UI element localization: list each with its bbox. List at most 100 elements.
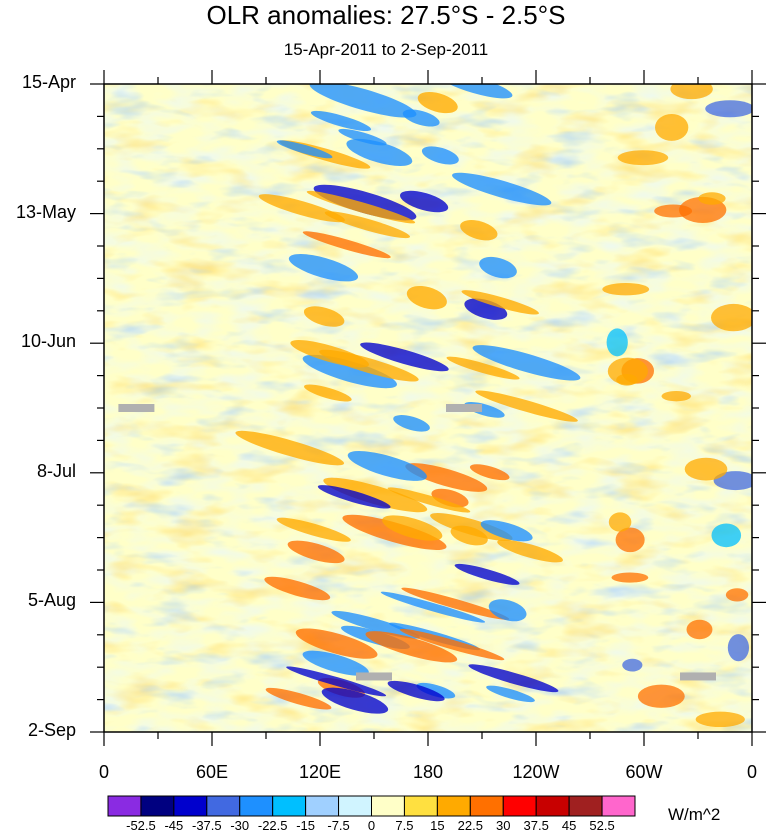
anomaly-streak xyxy=(417,92,458,114)
y-tick-label: 2-Sep xyxy=(27,720,76,740)
x-tick-label: 0 xyxy=(98,762,109,782)
colorbar-swatch xyxy=(436,795,471,817)
anomaly-streak xyxy=(347,451,427,481)
anomaly-streak xyxy=(309,84,417,118)
colorbar-swatch xyxy=(601,795,636,817)
colorbar-swatch xyxy=(535,795,570,817)
y-tick-label: 10-Jun xyxy=(20,331,76,352)
anomaly-streak xyxy=(387,487,471,513)
anomaly-patch xyxy=(698,192,726,205)
anomaly-streak xyxy=(469,464,510,481)
anomaly-streak xyxy=(331,610,420,639)
anomaly-streak xyxy=(360,342,449,372)
anomaly-streak xyxy=(475,390,578,422)
colorbar-level-label: 45 xyxy=(561,818,577,833)
anomaly-streak xyxy=(321,687,389,714)
anomaly-streak xyxy=(323,477,428,513)
anomaly-patch xyxy=(611,572,649,583)
anomaly-patch xyxy=(637,684,685,708)
colorbar-swatch xyxy=(305,795,340,817)
anomaly-streak xyxy=(287,540,345,564)
anomaly-streak xyxy=(416,682,456,699)
anomaly-streak xyxy=(468,664,559,693)
anomaly-streak xyxy=(380,591,486,623)
y-tick-label: 13-May xyxy=(15,201,76,222)
anomaly-streak xyxy=(276,517,351,542)
y-tick-label: 15-Apr xyxy=(21,72,76,92)
colorbar-swatch xyxy=(173,795,208,817)
anomaly-streak xyxy=(430,513,513,541)
anomaly-streak xyxy=(488,599,527,622)
anomaly-streak xyxy=(304,384,352,402)
anomaly-streak xyxy=(302,231,391,259)
anomaly-streak xyxy=(402,109,440,127)
anomaly-streak xyxy=(342,514,447,550)
colorbar-level-label: -37.5 xyxy=(191,818,222,833)
anomaly-streak xyxy=(461,290,539,315)
anomaly-streak xyxy=(276,140,333,159)
anomaly-patch xyxy=(684,457,728,481)
colorbar-units: W/m^2 xyxy=(668,805,721,824)
missing-data-marker xyxy=(356,672,392,681)
colorbar-level-label: 22.5 xyxy=(457,818,483,833)
x-tick-label: 0 xyxy=(746,762,757,782)
colorbar-swatch xyxy=(272,795,307,817)
axis-ticks xyxy=(90,70,766,746)
colorbar-swatch xyxy=(338,795,372,817)
anomaly-streak xyxy=(317,485,391,509)
chart-title: OLR anomalies: 27.5°S - 2.5°S xyxy=(206,0,566,30)
x-tick-label: 60E xyxy=(195,762,229,782)
anomaly-patch xyxy=(713,471,752,491)
anomaly-streak xyxy=(306,190,416,224)
anomaly-patch xyxy=(617,150,669,166)
anomaly-streak xyxy=(479,256,517,279)
field-negative-layer xyxy=(104,84,752,732)
colorbar-level-label: -7.5 xyxy=(327,818,350,833)
anomaly-streak xyxy=(295,628,378,659)
anomaly-streak xyxy=(401,587,510,620)
anomaly-patch xyxy=(608,512,632,532)
missing-data-marker xyxy=(118,404,155,412)
anomaly-patch xyxy=(616,373,638,386)
anomaly-streak xyxy=(393,415,430,432)
anomaly-patch xyxy=(727,634,750,662)
anomaly-streak xyxy=(265,687,332,710)
anomaly-streak xyxy=(264,576,331,601)
anomaly-streak xyxy=(286,666,387,697)
chart-subtitle: 15-Apr-2011 to 2-Sep-2011 xyxy=(283,40,489,59)
anomaly-patch xyxy=(705,100,752,118)
anomaly-patch xyxy=(670,84,713,100)
anomaly-streak xyxy=(452,172,552,206)
colorbar-level-label: -22.5 xyxy=(257,818,288,833)
x-tick-label: 120W xyxy=(512,762,560,782)
missing-data-marker xyxy=(446,404,482,412)
anomaly-streak xyxy=(235,430,345,466)
colorbar-swatch xyxy=(140,795,175,817)
colorbar-level-label: -15 xyxy=(296,818,316,833)
colorbar-level-label: 15 xyxy=(430,818,445,833)
anomaly-patch xyxy=(686,619,713,640)
anomaly-streak xyxy=(258,194,345,223)
anomaly-streak xyxy=(303,306,345,327)
anomaly-streak xyxy=(382,515,443,541)
colorbar-level-label: 30 xyxy=(496,818,511,833)
colorbar-level-label: -30 xyxy=(230,818,250,833)
anomaly-streak xyxy=(486,685,535,703)
anomaly-streak xyxy=(450,525,488,546)
y-tick-label: 5-Aug xyxy=(27,590,76,611)
colorbar-swatch xyxy=(107,795,142,817)
anomaly-field xyxy=(104,84,752,732)
colorbar-swatch xyxy=(371,795,405,817)
missing-data-marker xyxy=(680,672,716,681)
anomaly-streak xyxy=(400,190,449,213)
anomaly-streak xyxy=(302,650,369,676)
anomaly-streak xyxy=(346,138,413,166)
anomaly-patch xyxy=(615,527,645,553)
colorbar-swatch xyxy=(568,795,603,817)
anomaly-patch xyxy=(622,658,643,672)
anomaly-streak xyxy=(472,345,581,381)
anomaly-streak xyxy=(365,631,458,663)
anomaly-streak xyxy=(497,539,563,563)
anomaly-streak xyxy=(399,628,505,661)
